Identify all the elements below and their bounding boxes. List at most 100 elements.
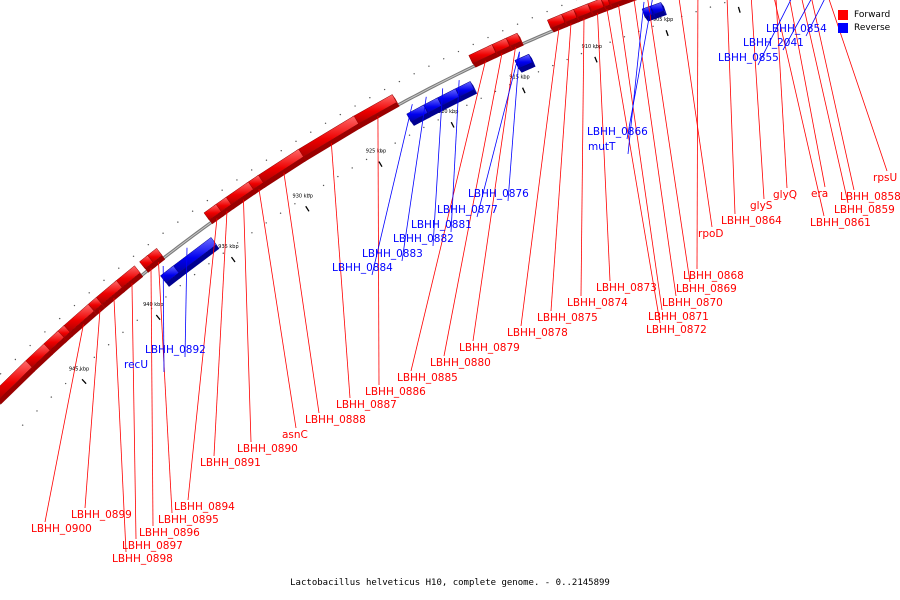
gene-label[interactable]: glyQ [773, 189, 797, 201]
gene-label[interactable]: LBHH_0879 [459, 342, 520, 354]
gene-LBHH_0897[interactable] [113, 265, 144, 294]
gene-label[interactable]: LBHH_0878 [507, 327, 568, 339]
gene-label[interactable]: LBHH_0881 [411, 219, 472, 231]
gene-LBHH_0884[interactable] [406, 104, 431, 126]
gene-label[interactable]: LBHH_0888 [305, 414, 366, 426]
gene-label[interactable]: LBHH_0873 [596, 282, 657, 294]
gene-LBHH_0888[interactable] [255, 148, 307, 188]
gene-label[interactable]: era [811, 188, 828, 200]
gene-label[interactable]: LBHH_0864 [721, 215, 782, 227]
legend: Forward Reverse [838, 8, 890, 34]
leader-lines-layer [44, 0, 888, 553]
gene-LBHH_0885[interactable] [468, 44, 499, 68]
guide-dot [652, 25, 654, 28]
gene-label[interactable]: LBHH_0898 [112, 553, 173, 565]
tick-label: 930 kbp [293, 193, 313, 199]
tick-label: 925 kbp [366, 149, 386, 155]
guide-dot [394, 142, 396, 144]
leader-line [633, 0, 677, 297]
gene-label[interactable]: LBHH_0886 [365, 386, 426, 398]
gene-label[interactable]: LBHH_0900 [31, 523, 92, 535]
gene-label[interactable]: LBHH_0897 [122, 540, 183, 552]
gene-label[interactable]: LBHH_0858 [840, 191, 900, 203]
leader-line [258, 189, 297, 429]
gene-LBHH_0878[interactable] [547, 13, 568, 33]
gene-LBHH_0887[interactable] [296, 115, 362, 163]
guide-dot [709, 6, 712, 8]
guide-dot [408, 134, 411, 136]
gene-label[interactable]: LBHH_0891 [200, 457, 261, 469]
gene-label[interactable]: LBHH_2041 [743, 37, 804, 49]
gene-label[interactable]: LBHH_0872 [646, 324, 707, 336]
gene-label[interactable]: LBHH_0870 [662, 297, 723, 309]
leader-line [597, 12, 611, 282]
tick-mark [230, 256, 236, 263]
gene-label[interactable]: LBHH_0883 [362, 248, 423, 260]
gene-label[interactable]: LBHH_0896 [139, 527, 200, 539]
legend-forward: Forward [838, 8, 890, 21]
gene-label[interactable]: LBHH_0890 [237, 443, 298, 455]
gene-label[interactable]: LBHH_0885 [397, 372, 458, 384]
guide-dot [79, 369, 81, 372]
gene-label[interactable]: LBHH_0880 [430, 357, 491, 369]
leader-line [283, 172, 320, 414]
gene-label[interactable]: mutT [588, 141, 616, 153]
gene-label[interactable]: LBHH_0882 [393, 233, 454, 245]
gene-label[interactable]: LBHH_0869 [676, 283, 737, 295]
guide-dot [623, 36, 626, 38]
gene-label[interactable]: LBHH_0876 [468, 188, 529, 200]
guide-dot [29, 344, 31, 347]
gene-label[interactable]: LBHH_0875 [537, 312, 598, 324]
gene-LBHH_0896[interactable] [139, 255, 157, 273]
leader-line [801, 0, 849, 204]
guide-dot [337, 175, 339, 178]
gene-unlabeled[interactable] [42, 330, 67, 356]
guide-dot [457, 50, 460, 53]
gene-label[interactable]: LBHH_0871 [648, 311, 709, 323]
gene-LBHH_0890[interactable] [224, 181, 257, 210]
gene-label[interactable]: rpoD [698, 228, 724, 240]
gene-label[interactable]: recU [124, 359, 148, 371]
gene-label[interactable]: LBHH_0892 [145, 344, 206, 356]
gene-label[interactable]: LBHH_0854 [766, 23, 827, 35]
gene-label[interactable]: LBHH_0884 [332, 262, 393, 274]
legend-forward-label: Forward [854, 9, 891, 20]
leader-line [828, 0, 888, 172]
gene-label[interactable]: rpsU [873, 172, 897, 184]
gene-label[interactable]: LBHH_0859 [834, 204, 895, 216]
gene-unlabeled[interactable] [24, 343, 53, 373]
gene-LBHH_0898[interactable] [95, 280, 126, 309]
gene-label[interactable]: LBHH_0868 [683, 270, 744, 282]
gene-LBHH_0900[interactable] [62, 303, 98, 338]
gene-label[interactable]: LBHH_0899 [71, 509, 132, 521]
guide-dot [136, 319, 138, 322]
guide-dot [44, 331, 46, 333]
gene-label[interactable]: LBHH_0874 [567, 297, 628, 309]
gene-recU[interactable] [160, 265, 182, 287]
gene-label[interactable]: LBHH_0887 [336, 399, 397, 411]
leader-line [84, 309, 101, 509]
tick-label: 945 kbp [69, 366, 89, 372]
guide-dot [294, 203, 296, 205]
gene-label[interactable]: LBHH_0855 [718, 52, 779, 64]
guide-dot [365, 158, 368, 161]
gene-label[interactable]: asnC [282, 429, 308, 441]
guide-dot [21, 424, 24, 426]
genome-caption: Lactobacillus helveticus H10, complete g… [290, 578, 610, 588]
guide-dot [580, 52, 583, 55]
legend-reverse-label: Reverse [854, 22, 891, 33]
gene-label[interactable]: LBHH_0894 [174, 501, 235, 513]
gene-label[interactable]: LBHH_0877 [437, 204, 498, 216]
gene-LBHH_0877[interactable] [514, 53, 536, 73]
gene-LBHH_0899[interactable] [87, 297, 106, 316]
gene-label[interactable]: LBHH_0866 [587, 126, 648, 138]
gene-unlabeled[interactable] [0, 360, 35, 405]
gene-label[interactable]: glyS [750, 200, 773, 212]
guide-dot [516, 23, 519, 25]
guide-dot [64, 382, 67, 385]
gene-label[interactable]: LBHH_0861 [810, 217, 871, 229]
guide-dot [398, 80, 401, 83]
gene-LBHH_0894[interactable] [203, 203, 225, 225]
gene-label[interactable]: LBHH_0895 [158, 514, 219, 526]
